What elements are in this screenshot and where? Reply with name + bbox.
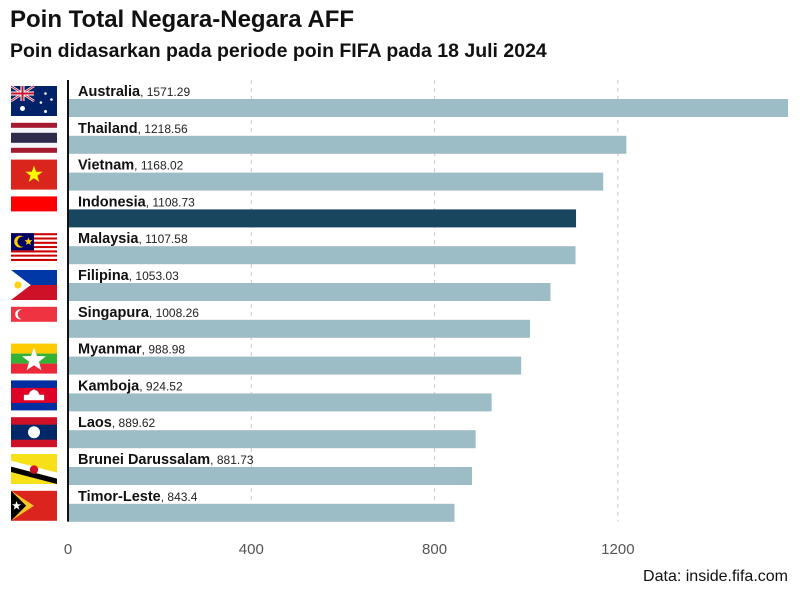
myanmar-flag: [11, 343, 57, 374]
bar: [68, 246, 576, 265]
bar: [68, 503, 455, 522]
country-value: 1107.58: [145, 232, 188, 246]
separator: ,: [146, 195, 153, 209]
bar: [68, 319, 531, 338]
separator: ,: [134, 159, 141, 173]
separator: ,: [140, 85, 147, 99]
x-tick-label: 0: [64, 541, 72, 558]
bar: [68, 467, 473, 485]
separator: ,: [142, 343, 149, 357]
separator: ,: [112, 416, 119, 430]
thailand-flag: [11, 122, 57, 153]
country-value: 881.73: [217, 453, 254, 467]
bar: [68, 356, 522, 375]
australia-flag: [10, 84, 57, 116]
country-name: Australia: [78, 84, 141, 100]
cambodia-flag: [11, 380, 57, 411]
bar: [68, 172, 604, 191]
x-tick-label: 800: [422, 541, 447, 558]
separator: ,: [149, 306, 156, 320]
country-label: Thailand, 1218.56: [78, 121, 188, 137]
singapore-flag: [11, 306, 57, 337]
bar: [68, 430, 476, 449]
country-label: Malaysia, 1107.58: [78, 231, 188, 247]
country-value: 1218.56: [144, 122, 188, 136]
country-value: 843.4: [167, 490, 197, 504]
country-value: 924.52: [146, 379, 183, 393]
country-value: 1571.29: [147, 85, 191, 99]
bar: [68, 393, 492, 412]
country-value: 988.98: [148, 343, 185, 357]
philippines-flag: [11, 270, 57, 300]
separator: ,: [129, 269, 136, 283]
country-label: Singapura, 1008.26: [78, 305, 199, 321]
country-label: Myanmar, 988.98: [78, 342, 185, 358]
separator: ,: [139, 379, 146, 393]
chart-subtitle: Poin didasarkan pada periode poin FIFA p…: [10, 40, 547, 62]
country-name: Brunei Darussalam: [78, 452, 210, 468]
chart-title: Poin Total Negara-Negara AFF: [10, 6, 355, 33]
country-value: 1108.73: [152, 195, 195, 209]
country-name: Timor-Leste: [78, 489, 161, 505]
country-name: Kamboja: [78, 378, 140, 394]
country-label: Timor-Leste, 843.4: [78, 489, 198, 505]
x-tick-label: 1200: [601, 541, 634, 558]
country-value: 1053.03: [135, 269, 179, 283]
country-name: Myanmar: [78, 342, 142, 358]
country-name: Laos: [78, 415, 112, 431]
country-name: Thailand: [78, 121, 138, 137]
country-label: Vietnam, 1168.02: [78, 158, 184, 174]
country-label: Indonesia, 1108.73: [78, 194, 195, 210]
country-value: 1008.26: [156, 306, 200, 320]
timor-leste-flag: [11, 490, 57, 521]
separator: ,: [138, 122, 145, 136]
indonesia-flag: [11, 196, 57, 227]
country-name: Singapura: [78, 305, 150, 321]
country-name: Vietnam: [78, 158, 134, 174]
laos-flag: [11, 417, 57, 448]
separator: ,: [138, 232, 145, 246]
country-name: Indonesia: [78, 194, 147, 210]
country-label: Brunei Darussalam, 881.73: [78, 452, 254, 468]
separator: ,: [210, 453, 217, 467]
country-name: Filipina: [78, 268, 130, 284]
country-label: Laos, 889.62: [78, 415, 156, 431]
bar: [68, 283, 551, 301]
x-tick-label: 400: [239, 541, 264, 558]
separator: ,: [161, 490, 168, 504]
bar: [68, 209, 577, 228]
vietnam-flag: [11, 159, 57, 190]
country-label: Kamboja, 924.52: [78, 378, 183, 394]
country-value: 889.62: [119, 416, 156, 430]
bar: [68, 135, 627, 154]
malaysia-flag: [11, 233, 57, 264]
country-value: 1168.02: [141, 159, 184, 173]
brunei-flag: [11, 454, 57, 484]
country-name: Malaysia: [78, 231, 139, 247]
country-label: Australia, 1571.29: [78, 84, 190, 100]
country-label: Filipina, 1053.03: [78, 268, 179, 284]
data-source: Data: inside.fifa.com: [643, 568, 788, 585]
bar: [68, 99, 788, 117]
